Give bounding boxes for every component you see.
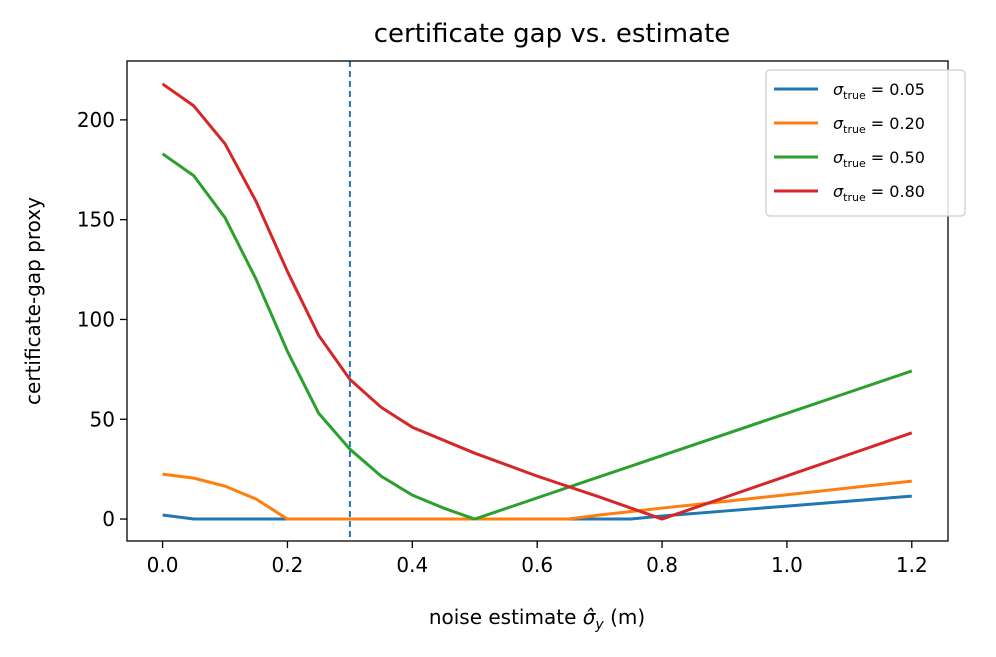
x-tick-label: 0.4 <box>396 553 428 577</box>
series-line-4 <box>161 82 913 521</box>
y-axis-label: certificate-gap proxy <box>21 197 45 405</box>
axis-ticks: 0.0 0.2 0.4 0.6 0.8 1.0 1.2 0 50 100 150 200 <box>77 108 928 577</box>
legend-box <box>765 69 966 217</box>
x-axis-label: noise estimate σ̂y (m) <box>429 605 645 633</box>
x-tick-label: 0.8 <box>646 553 678 577</box>
legend-label-3: σtrue = 0.50 <box>833 148 925 170</box>
legend-label-4: σtrue = 0.80 <box>833 182 925 204</box>
chart-title: certificate gap vs. estimate <box>374 19 731 49</box>
x-tick-label: 0.2 <box>272 553 304 577</box>
legend-label-1: σtrue = 0.05 <box>833 80 925 102</box>
series-line-3 <box>161 152 913 521</box>
y-tick-label: 150 <box>77 208 115 232</box>
y-tick-label: 200 <box>77 108 115 132</box>
x-tick-label: 0.0 <box>147 553 179 577</box>
plot-area <box>161 61 913 541</box>
y-tick-label: 0 <box>102 507 115 531</box>
legend: σtrue = 0.05 σtrue = 0.20 σtrue = 0.50 σtru… <box>765 69 966 217</box>
x-tick-label: 1.0 <box>771 553 803 577</box>
series-line-2 <box>162 472 912 521</box>
y-tick-label: 100 <box>77 307 115 331</box>
legend-label-2: σtrue = 0.20 <box>833 114 925 136</box>
x-tick-label: 1.2 <box>896 553 928 577</box>
x-tick-label: 0.6 <box>521 553 553 577</box>
y-tick-label: 50 <box>90 407 115 431</box>
